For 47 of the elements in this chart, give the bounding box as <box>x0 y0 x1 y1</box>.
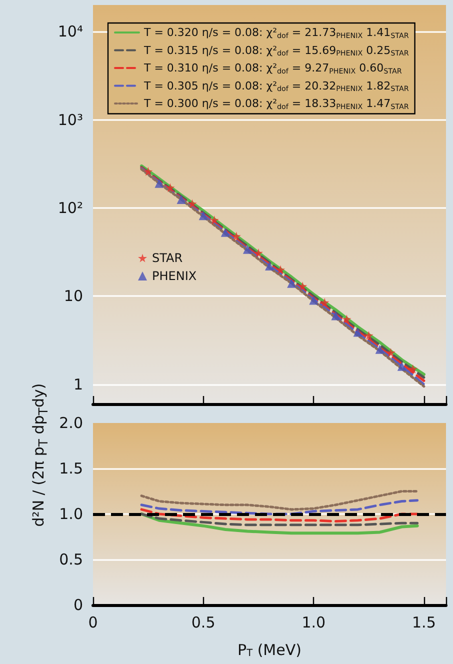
point <box>232 232 241 241</box>
point <box>353 328 362 337</box>
x-tick-label: 0.5 <box>191 614 216 632</box>
x-axis-title: PT (MeV) <box>238 640 302 659</box>
x-tick-label: 1.5 <box>412 614 436 632</box>
point <box>166 183 175 192</box>
x-tick-label: 1.0 <box>302 614 326 632</box>
y-tick-label: 10⁴ <box>58 22 83 41</box>
y-tick-label: 1.5 <box>59 460 83 478</box>
point <box>254 248 263 258</box>
point <box>210 216 219 225</box>
y-tick-label: 0 <box>73 596 83 614</box>
point <box>342 314 352 324</box>
y-tick-label: 1.0 <box>59 505 83 523</box>
line-series <box>140 490 419 511</box>
y-tick-label: 10 <box>64 287 83 306</box>
line-series <box>140 512 419 535</box>
y-tick-label: 10² <box>58 198 83 217</box>
point <box>320 298 330 307</box>
y-tick-label: 2.0 <box>59 414 83 432</box>
line-series <box>140 512 419 526</box>
point <box>144 166 153 176</box>
line-series <box>140 508 419 523</box>
y-tick-label: 0.5 <box>59 550 83 568</box>
point <box>287 278 296 288</box>
point <box>309 296 318 305</box>
point <box>298 282 308 291</box>
point <box>188 199 197 208</box>
point <box>176 194 186 204</box>
x-tick-label: 0 <box>88 614 98 632</box>
point <box>220 228 230 237</box>
point <box>154 178 164 188</box>
line-series <box>140 499 419 516</box>
point <box>364 330 374 340</box>
point <box>242 244 252 254</box>
point <box>265 262 274 271</box>
point <box>276 265 286 274</box>
y-tick-label: 1 <box>73 375 83 394</box>
point <box>408 364 418 374</box>
point <box>375 344 384 354</box>
point <box>331 311 340 320</box>
point <box>386 348 396 358</box>
legend-label: PHENIX <box>152 269 197 283</box>
point <box>198 211 208 220</box>
y-tick-label: 10³ <box>58 110 83 129</box>
legend-label: STAR <box>152 251 183 265</box>
point <box>397 362 406 371</box>
